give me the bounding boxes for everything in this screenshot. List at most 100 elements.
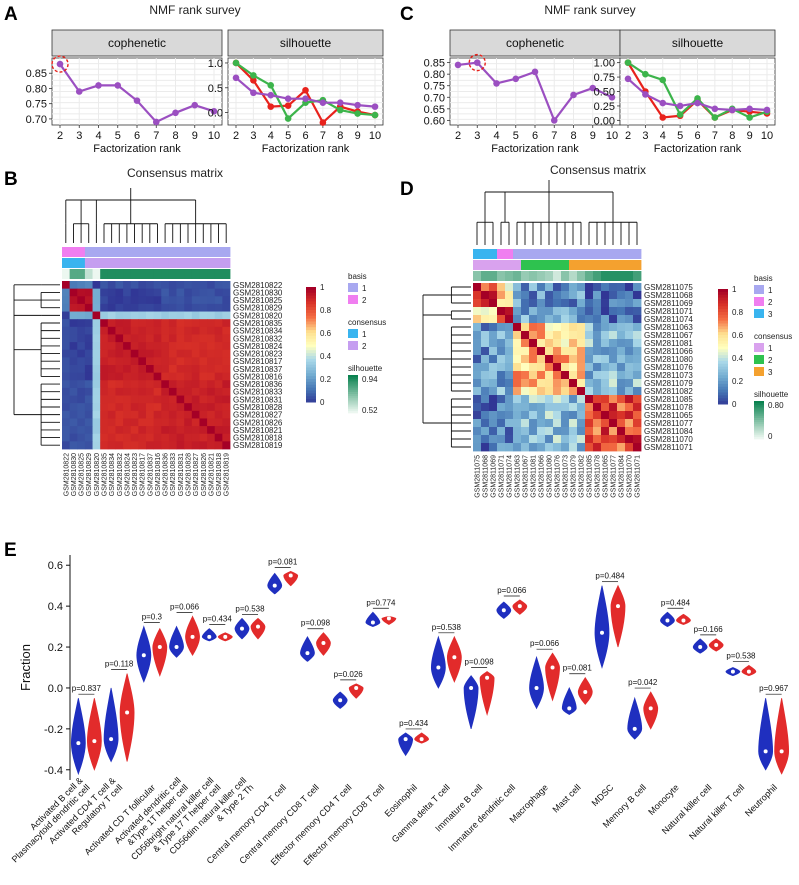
heatmap-cell	[513, 443, 522, 452]
basis-annotation-cell	[168, 247, 177, 257]
heatmap-cell	[593, 355, 602, 364]
row-label: GSM2810837	[233, 365, 283, 374]
silhouette-annotation-cell	[633, 271, 642, 281]
silhouette-annotation-cell	[69, 269, 78, 279]
facet-strip-label: cophenetic	[506, 36, 564, 50]
heatmap-cell	[497, 427, 506, 436]
heatmap-cell	[123, 281, 132, 290]
heatmap-cell	[84, 403, 93, 412]
consensus-annotation-cell	[529, 260, 538, 270]
panel-label-d: D	[400, 179, 414, 200]
heatmap-cell	[146, 349, 155, 358]
heatmap-cell	[84, 357, 93, 366]
heatmap-cell	[537, 283, 546, 292]
heatmap-cell	[625, 363, 634, 372]
heatmap-cell	[625, 395, 634, 404]
row-label: GSM2810816	[233, 372, 283, 381]
y-tick-label: 0.75	[424, 81, 445, 93]
colorbar-segment	[306, 390, 316, 394]
heatmap-cell	[161, 418, 170, 427]
silhouette-annotation-cell	[222, 269, 231, 279]
heatmap-cell	[199, 334, 208, 343]
heatmap-cell	[191, 288, 200, 297]
heatmap-cell	[473, 395, 482, 404]
column-label: GSM2811071	[499, 455, 506, 498]
heatmap-cell	[505, 387, 514, 396]
heatmap-cell	[489, 299, 498, 308]
heatmap-cell	[625, 323, 634, 332]
silhouette-annotation-cell	[199, 269, 208, 279]
basis-annotation-cell	[69, 247, 78, 257]
heatmap-cell	[92, 365, 101, 374]
violin-group-1	[365, 611, 381, 628]
colorbar-segment	[306, 324, 316, 328]
heatmap-cell	[609, 411, 618, 420]
colorbar-tick-label: 0.2	[320, 375, 332, 384]
panel-c-title: NMF rank survey	[544, 3, 635, 17]
heatmap-cell	[115, 433, 124, 442]
column-label: GSM2811063	[515, 455, 522, 498]
heatmap-cell	[489, 419, 498, 428]
y-tick-label: 0.75	[26, 99, 47, 111]
heatmap-cell	[207, 441, 216, 450]
heatmap-cell	[168, 288, 177, 297]
heatmap-cell	[489, 427, 498, 436]
heatmap-cell	[62, 296, 71, 305]
x-tick-label: 9	[355, 130, 361, 142]
heatmap-cell	[529, 283, 538, 292]
y-tick-label: 1.0	[208, 58, 223, 70]
median-point-group-1	[403, 737, 408, 742]
heatmap-cell	[537, 427, 546, 436]
heatmap-cell	[561, 347, 570, 356]
heatmap-cell	[62, 334, 71, 343]
silhouette-legend-segment	[754, 404, 764, 407]
heatmap-cell	[184, 334, 193, 343]
row-label: GSM2811076	[644, 363, 693, 372]
heatmap-cell	[84, 319, 93, 328]
column-label: GSM2810828	[186, 453, 193, 496]
x-tick-label: 5	[513, 130, 519, 142]
heatmap-cell	[146, 380, 155, 389]
heatmap-cell	[161, 395, 170, 404]
heatmap-cell	[617, 363, 626, 372]
heatmap-cell	[585, 419, 594, 428]
heatmap-cell	[569, 395, 578, 404]
colorbar-segment	[718, 326, 728, 330]
heatmap-cell	[123, 403, 132, 412]
p-value-label: p=0.538	[432, 623, 462, 632]
heatmap-cell	[146, 365, 155, 374]
heatmap-cell	[577, 347, 586, 356]
heatmap-cell	[577, 371, 586, 380]
x-tick-label: 3	[76, 130, 82, 142]
heatmap-cell	[138, 349, 147, 358]
heatmap-cell	[577, 443, 586, 452]
heatmap-cell	[62, 395, 71, 404]
colorbar-segment	[306, 315, 316, 320]
heatmap-cell	[77, 387, 86, 396]
heatmap-cell	[537, 435, 546, 444]
heatmap-cell	[100, 288, 109, 297]
heatmap-cell	[617, 427, 626, 436]
heatmap-cell	[107, 441, 116, 450]
heatmap-cell	[107, 395, 116, 404]
heatmap-cell	[168, 357, 177, 366]
colorbar-segment	[306, 321, 316, 325]
heatmap-cell	[107, 365, 116, 374]
heatmap-cell	[633, 363, 642, 372]
heatmap-cell	[77, 349, 86, 358]
silhouette-legend-segment	[754, 425, 764, 428]
heatmap-cell	[537, 347, 546, 356]
heatmap-cell	[214, 380, 223, 389]
heatmap-cell	[593, 387, 602, 396]
heatmap-cell	[176, 326, 185, 335]
heatmap-cell	[168, 281, 177, 290]
colorbar-segment	[718, 378, 728, 382]
heatmap-cell	[62, 365, 71, 374]
heatmap-cell	[473, 315, 482, 324]
heatmap-cell	[161, 281, 170, 290]
basis-legend-label: 2	[362, 296, 367, 305]
column-label: GSM2810819	[224, 453, 231, 496]
heatmap-cell	[191, 319, 200, 328]
heatmap-cell	[62, 387, 71, 396]
heatmap-cell	[545, 307, 554, 316]
